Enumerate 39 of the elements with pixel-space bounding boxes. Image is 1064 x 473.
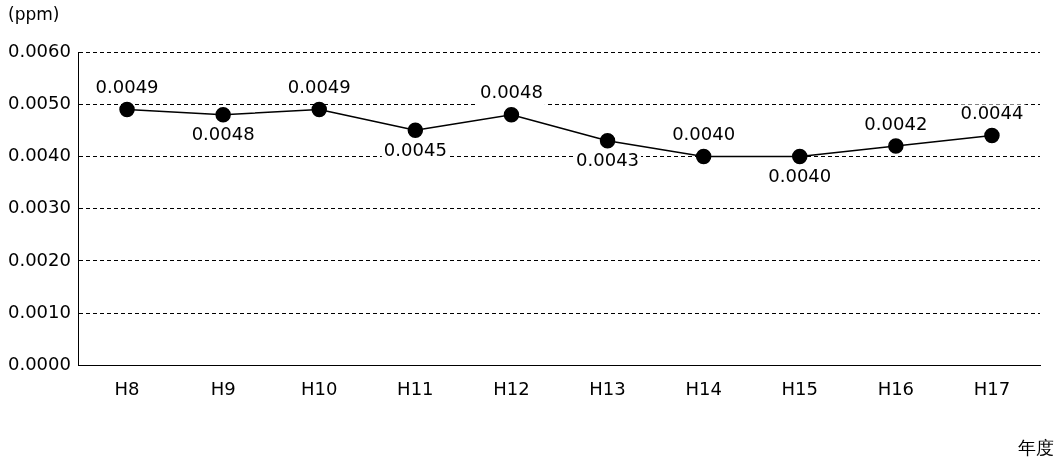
data-label: 0.0040 <box>768 165 832 187</box>
data-label: 0.0040 <box>672 123 736 145</box>
point <box>599 133 616 149</box>
data-label: 0.0048 <box>191 123 255 145</box>
x-tick-label: H16 <box>877 377 915 399</box>
y-tick-label: 0.0000 <box>8 353 71 375</box>
point <box>119 101 135 118</box>
point <box>503 106 520 123</box>
data-label: 0.0048 <box>479 81 543 103</box>
data-label: 0.0042 <box>864 112 928 134</box>
x-tick-label: H8 <box>114 377 140 399</box>
x-tick-label: H17 <box>973 377 1011 399</box>
point <box>311 101 327 118</box>
x-tick-label: H10 <box>301 377 338 399</box>
x-tick-label: H13 <box>589 377 626 399</box>
y-tick-label: 0.0010 <box>8 300 71 322</box>
y-tick-label: 0.0050 <box>8 91 71 113</box>
point <box>792 148 808 165</box>
data-label: 0.0044 <box>960 102 1024 124</box>
x-tick-label: H11 <box>397 377 434 399</box>
point <box>407 122 424 139</box>
data-label: 0.0049 <box>287 76 351 98</box>
y-axis-title: (ppm) <box>8 4 60 24</box>
x-tick-label: H14 <box>685 377 722 399</box>
x-tick-label: H12 <box>493 377 530 399</box>
point <box>984 127 1000 144</box>
x-axis-title: 年度 <box>1018 436 1054 460</box>
x-tick-label: H15 <box>781 377 818 399</box>
y-tick-label: 0.0030 <box>8 196 71 218</box>
data-label: 0.0049 <box>95 76 159 98</box>
data-label: 0.0045 <box>383 139 447 161</box>
point <box>695 148 712 165</box>
x-tick-label: H9 <box>210 377 236 399</box>
y-tick-label: 0.0060 <box>8 39 71 61</box>
point <box>888 138 904 154</box>
y-tick-label: 0.0020 <box>8 248 71 270</box>
data-label: 0.0043 <box>576 149 640 171</box>
point <box>215 106 231 123</box>
y-tick-label: 0.0040 <box>8 144 71 166</box>
